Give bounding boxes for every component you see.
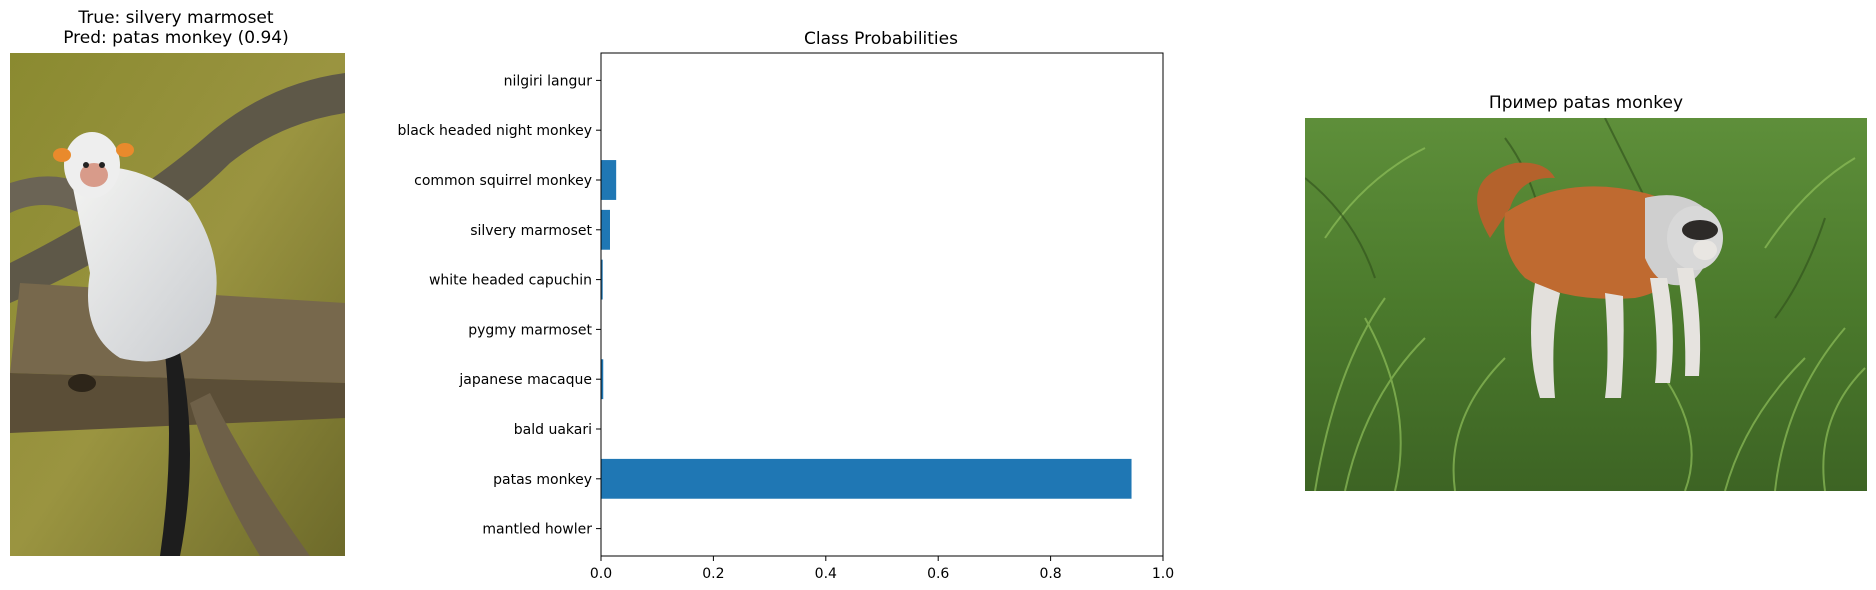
bar-common-squirrel-monkey bbox=[601, 160, 617, 200]
x-tick-label: 0.4 bbox=[815, 566, 837, 582]
y-tick-label: silvery marmoset bbox=[470, 223, 592, 239]
right-title: Пример patas monkey bbox=[1488, 93, 1684, 113]
x-tick-label: 0.6 bbox=[927, 566, 949, 582]
x-tick-label: 0.0 bbox=[590, 566, 612, 582]
y-tick-label: white headed capuchin bbox=[429, 273, 592, 289]
x-tick-label: 0.8 bbox=[1039, 566, 1061, 582]
x-tick-label: 1.0 bbox=[1152, 566, 1174, 582]
bar-patas-monkey bbox=[601, 458, 1132, 499]
chart-title: Class Probabilities bbox=[804, 29, 958, 49]
y-tick-label: pygmy marmoset bbox=[468, 322, 592, 338]
bar-japanese-macaque bbox=[601, 359, 604, 400]
y-tick-label: black headed night monkey bbox=[397, 123, 592, 139]
y-tick-label: mantled howler bbox=[482, 522, 592, 538]
y-tick-label: bald uakari bbox=[514, 422, 592, 438]
y-tick-label: patas monkey bbox=[493, 472, 592, 488]
bar-white-headed-capuchin bbox=[601, 259, 603, 300]
bar-silvery-marmoset bbox=[601, 209, 610, 250]
y-tick-label: japanese macaque bbox=[458, 372, 592, 388]
y-tick-label: common squirrel monkey bbox=[414, 173, 592, 189]
plot-frame bbox=[600, 52, 1164, 557]
x-tick-label: 0.2 bbox=[702, 566, 724, 582]
left-title-pred: Pred: patas monkey (0.94) bbox=[63, 28, 289, 48]
silvery-marmoset-photo bbox=[10, 53, 345, 556]
left-title-true: True: silvery marmoset bbox=[78, 8, 274, 28]
patas-monkey-photo bbox=[1305, 118, 1867, 491]
y-tick-label: nilgiri langur bbox=[504, 73, 593, 89]
